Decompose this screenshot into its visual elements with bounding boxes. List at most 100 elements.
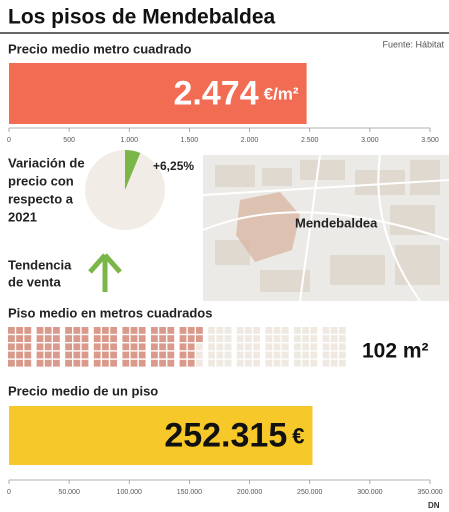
waffle-empty — [294, 335, 301, 342]
chart-title: respecto a — [8, 191, 74, 206]
x-tick-label: 200.000 — [237, 489, 262, 496]
waffle-empty — [265, 351, 273, 359]
waffle-empty — [216, 327, 224, 334]
waffle-empty — [330, 343, 338, 351]
waffle-empty — [339, 327, 346, 334]
waffle-empty — [253, 335, 260, 342]
waffle-cell — [179, 327, 187, 334]
title: Los pisos de Mendebaldea — [8, 6, 276, 29]
waffle-cell — [196, 335, 203, 342]
waffle-cell — [36, 335, 44, 342]
waffle-cell — [130, 351, 138, 359]
waffle-empty — [310, 359, 318, 367]
waffle-empty — [253, 343, 260, 351]
waffle-cell — [81, 343, 89, 351]
waffle-empty — [196, 343, 203, 351]
waffle-cell — [151, 359, 158, 367]
waffle-empty — [236, 327, 244, 334]
waffle-cell — [8, 343, 15, 351]
waffle-cell — [81, 351, 89, 359]
x-tick-label: 1.000 — [121, 137, 139, 144]
bar — [9, 63, 307, 124]
x-tick-label: 300.000 — [357, 489, 382, 496]
waffle-empty — [302, 359, 309, 367]
waffle-cell — [73, 343, 81, 351]
x-tick-label: 0 — [7, 137, 11, 144]
waffle-cell — [16, 327, 23, 334]
x-tick-label: 2.500 — [301, 137, 319, 144]
waffle-cell — [151, 335, 158, 342]
waffle-cell — [130, 327, 138, 334]
waffle-cell — [130, 343, 138, 351]
waffle-empty — [273, 335, 281, 342]
waffle-cell — [138, 327, 146, 334]
waffle-cell — [24, 327, 32, 334]
waffle-empty — [339, 335, 346, 342]
chart-title: precio con — [8, 173, 74, 188]
waffle-cell — [122, 351, 130, 359]
waffle-empty — [294, 343, 301, 351]
waffle-cell — [36, 343, 44, 351]
map: Mendebaldea — [202, 154, 449, 302]
waffle-empty — [281, 351, 289, 359]
waffle-empty — [281, 327, 289, 334]
waffle-empty — [339, 351, 346, 359]
waffle-cell — [44, 359, 52, 367]
waffle-empty — [322, 335, 330, 342]
waffle-cell — [81, 359, 89, 367]
waffle-empty — [236, 351, 244, 359]
waffle-empty — [273, 351, 281, 359]
waffle-empty — [281, 359, 289, 367]
waffle-cell — [8, 359, 15, 367]
waffle-empty — [245, 359, 252, 367]
waffle-cell — [44, 343, 52, 351]
waffle-empty — [224, 335, 232, 342]
x-tick-label: 3.500 — [421, 137, 439, 144]
waffle-empty — [281, 335, 289, 342]
waffle-cell — [53, 343, 60, 351]
waffle-cell — [102, 351, 109, 359]
waffle-empty — [273, 359, 281, 367]
value-unit: €/m² — [264, 85, 299, 104]
waffle-cell — [167, 351, 175, 359]
waffle-empty — [310, 335, 318, 342]
waffle-empty — [339, 359, 346, 367]
waffle-cell — [36, 359, 44, 367]
trend-label: Tendencia — [8, 257, 72, 272]
waffle-cell — [167, 327, 175, 334]
waffle-cell — [73, 351, 81, 359]
waffle-cell — [110, 327, 117, 334]
waffle-empty — [281, 343, 289, 351]
waffle-empty — [253, 351, 260, 359]
waffle-cell — [138, 351, 146, 359]
waffle-empty — [208, 335, 215, 342]
chart-title: 2021 — [8, 209, 37, 224]
x-tick-label: 100.000 — [117, 489, 142, 496]
waffle-empty — [302, 335, 309, 342]
value-label: 252.315 € — [164, 416, 304, 454]
waffle-cell — [130, 335, 138, 342]
waffle-empty — [224, 351, 232, 359]
waffle-empty — [245, 343, 252, 351]
value-number: 252.315 — [164, 416, 287, 454]
waffle-empty — [224, 359, 232, 367]
waffle-cell — [110, 351, 117, 359]
waffle-cell — [196, 327, 203, 334]
waffle-cell — [24, 335, 32, 342]
waffle-empty — [302, 327, 309, 334]
waffle-empty — [208, 343, 215, 351]
x-tick-label: 1.500 — [181, 137, 199, 144]
waffle-empty — [236, 359, 244, 367]
waffle-cell — [81, 335, 89, 342]
x-tick-label: 350.000 — [417, 489, 442, 496]
waffle-cell — [187, 343, 195, 351]
waffle-cell — [93, 351, 101, 359]
waffle-cell — [110, 359, 117, 367]
pie-slice — [125, 150, 141, 190]
waffle-empty — [216, 359, 224, 367]
chart-title: Precio medio de un piso — [8, 383, 158, 398]
waffle-cell — [53, 335, 60, 342]
waffle-cell — [93, 327, 101, 334]
waffle-empty — [265, 359, 273, 367]
